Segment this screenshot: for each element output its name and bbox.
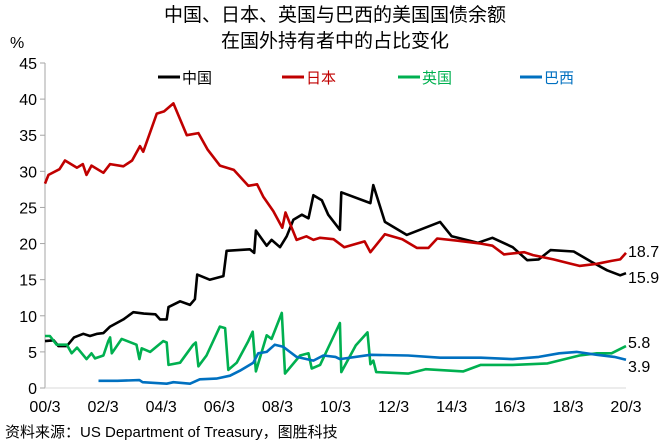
x-tick-label: 18/3: [552, 399, 583, 416]
x-tick-label: 08/3: [262, 399, 293, 416]
y-tick-label: 30: [19, 164, 37, 181]
x-tick-label: 10/3: [320, 399, 351, 416]
x-tick-label: 14/3: [436, 399, 467, 416]
legend-label: 巴西: [544, 70, 574, 87]
chart-title-line-2: 在国外持有者中的占比变化: [221, 30, 449, 52]
legend-label: 中国: [182, 70, 212, 87]
y-tick-label: 10: [19, 309, 37, 326]
legend-label: 日本: [306, 70, 336, 87]
chart-title-line-1: 中国、日本、英国与巴西的美国国债余额: [164, 4, 506, 26]
series-line-0: [44, 183, 627, 348]
y-tick-label: 40: [19, 92, 37, 109]
y-tick-label: 25: [19, 200, 37, 217]
end-value-label: 15.9: [628, 270, 659, 287]
source-note: 资料来源：US Department of Treasury，图胜科技: [5, 424, 338, 441]
y-tick-label: 15: [19, 273, 37, 290]
x-tick-label: 20/3: [610, 399, 641, 416]
y-tick-label: 45: [19, 56, 37, 73]
series-line-3: [98, 343, 627, 385]
axes: 0 5 10 15 20 25 30 35 40 45 00/3 02/3 04/3 06/3 08/3 10…: [19, 56, 641, 416]
legend: 中国 日本 英国 巴西: [158, 69, 574, 87]
legend-label: 英国: [422, 69, 452, 87]
end-labels: 15.9 18.7 5.8 3.9: [628, 244, 659, 376]
end-value-label: 3.9: [628, 359, 650, 376]
y-tick-label: 5: [28, 345, 37, 362]
x-tick-label: 12/3: [378, 399, 409, 416]
x-tick-label: 16/3: [494, 399, 525, 416]
series-line-2: [45, 311, 627, 375]
series-lines: [43, 102, 627, 385]
x-tick-label: 00/3: [29, 399, 60, 416]
x-tick-label: 02/3: [88, 399, 119, 416]
y-tick-label: 0: [28, 381, 37, 398]
y-tick-label: 20: [19, 237, 37, 254]
x-tick-label: 04/3: [146, 399, 177, 416]
end-value-label: 5.8: [628, 335, 650, 352]
x-tick-label: 06/3: [204, 399, 235, 416]
end-value-label: 18.7: [628, 244, 659, 261]
y-axis-unit: %: [10, 35, 24, 52]
y-tick-label: 35: [19, 128, 37, 145]
series-line-1: [43, 102, 627, 268]
